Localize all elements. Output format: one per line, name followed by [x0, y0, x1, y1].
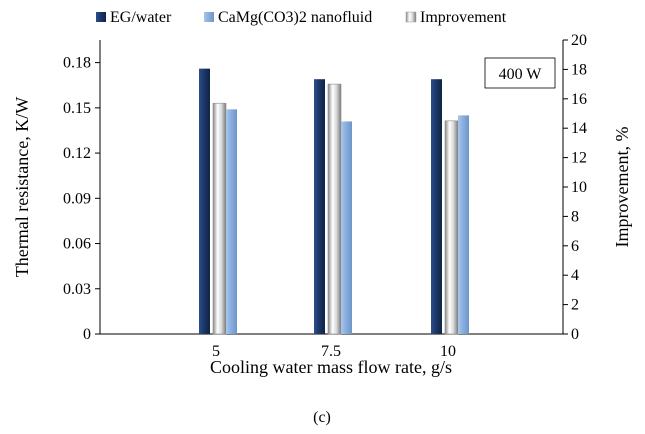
legend-label-improvement: Improvement [420, 9, 507, 26]
bar-improvement-0 [212, 102, 227, 335]
bar-eg-water-0 [199, 68, 210, 335]
y2-tick-label: 16 [571, 91, 587, 108]
bars [199, 68, 469, 335]
bar-camg-co3-2-nanofluid-0 [226, 109, 237, 334]
y2-axis-title: Improvement, % [612, 127, 632, 248]
bar-improvement-2 [444, 120, 459, 335]
y-tick-label: 0.03 [63, 281, 91, 298]
x-tick-label: 10 [440, 343, 456, 360]
bar-eg-water-2 [431, 79, 442, 334]
x-tick-label: 7.5 [321, 343, 341, 360]
legend-label-eg-water: EG/water [110, 9, 172, 26]
y2-tick-label: 2 [571, 297, 579, 314]
y-tick-label: 0.09 [63, 190, 91, 207]
y2-tick-label: 12 [571, 150, 587, 167]
y-tick-label: 0.18 [63, 55, 91, 72]
y-tick-label: 0 [83, 326, 91, 343]
x-axis-title: Cooling water mass flow rate, g/s [210, 357, 452, 377]
y2-tick-label: 20 [571, 32, 587, 49]
bar-eg-water-1 [314, 79, 325, 334]
y2-tick-label: 10 [571, 179, 587, 196]
annotation-label: 400 W [499, 66, 543, 83]
y-tick-label: 0.06 [63, 236, 91, 253]
y-tick-label: 0.12 [63, 145, 91, 162]
legend: EG/water CaMg(CO3)2 nanofluid Improvemen… [96, 9, 507, 26]
y2-tick-label: 6 [571, 238, 579, 255]
left-axis-ticks: 0 0.03 0.06 0.09 0.12 0.15 0.18 [63, 55, 100, 343]
legend-swatch-eg-water [96, 12, 106, 22]
y2-tick-label: 18 [571, 61, 587, 78]
legend-swatch-improvement [405, 11, 417, 23]
legend-label-nanofluid: CaMg(CO3)2 nanofluid [218, 9, 372, 26]
right-axis-ticks: 0 2 4 6 8 10 12 14 16 18 20 [563, 32, 587, 343]
annotation-box [484, 57, 556, 89]
bar-camg-co3-2-nanofluid-1 [341, 121, 352, 335]
y-tick-label: 0.15 [63, 100, 91, 117]
y2-tick-label: 14 [571, 120, 587, 137]
legend-swatch-nanofluid [204, 12, 214, 22]
y2-tick-label: 0 [571, 326, 579, 343]
bar-improvement-1 [327, 83, 342, 335]
x-tick-label: 5 [212, 343, 220, 360]
bar-camg-co3-2-nanofluid-2 [458, 115, 469, 334]
x-axis-ticks: 5 7.5 10 [212, 343, 456, 360]
y2-tick-label: 8 [571, 208, 579, 225]
y-axis-title: Thermal resistance, K/W [12, 97, 32, 277]
figure-caption: (c) [313, 409, 331, 426]
y2-tick-label: 4 [571, 267, 579, 284]
